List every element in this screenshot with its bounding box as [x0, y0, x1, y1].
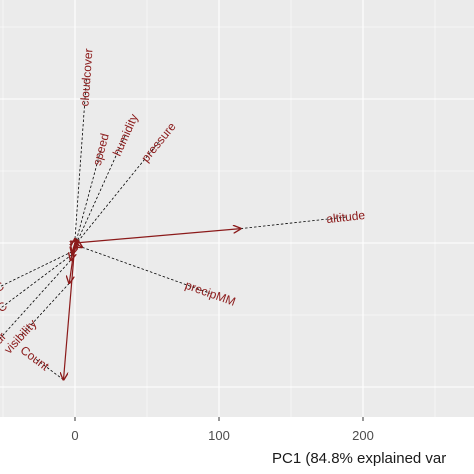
connector-visibility	[19, 283, 70, 337]
x-tick-label: 100	[208, 428, 230, 443]
connector-humidity	[77, 134, 126, 241]
arrow-maxtempc	[72, 242, 75, 252]
label-connectors	[0, 77, 346, 381]
x-axis-ticks: 0 100 200	[71, 417, 374, 443]
grid-lines	[0, 0, 474, 417]
loading-arrows	[63, 229, 240, 380]
x-tick-label: 200	[352, 428, 374, 443]
connector-count	[34, 357, 64, 381]
label-altitude: altitude	[326, 208, 366, 226]
arrow-altitude	[74, 229, 241, 244]
connector-sunhour	[0, 260, 71, 339]
connector-tempc	[0, 254, 73, 310]
plot-panel	[0, 0, 474, 417]
label-cloudcover: cloudcover	[77, 48, 95, 107]
x-tick-label: 0	[71, 428, 78, 443]
x-axis-title: PC1 (84.8% explained var	[272, 450, 446, 467]
connector-precipmm	[82, 246, 211, 294]
connector-speed	[76, 149, 102, 241]
connector-pressure	[77, 141, 159, 242]
arrow-count	[63, 242, 76, 380]
arrow-pressure	[75, 242, 78, 243]
